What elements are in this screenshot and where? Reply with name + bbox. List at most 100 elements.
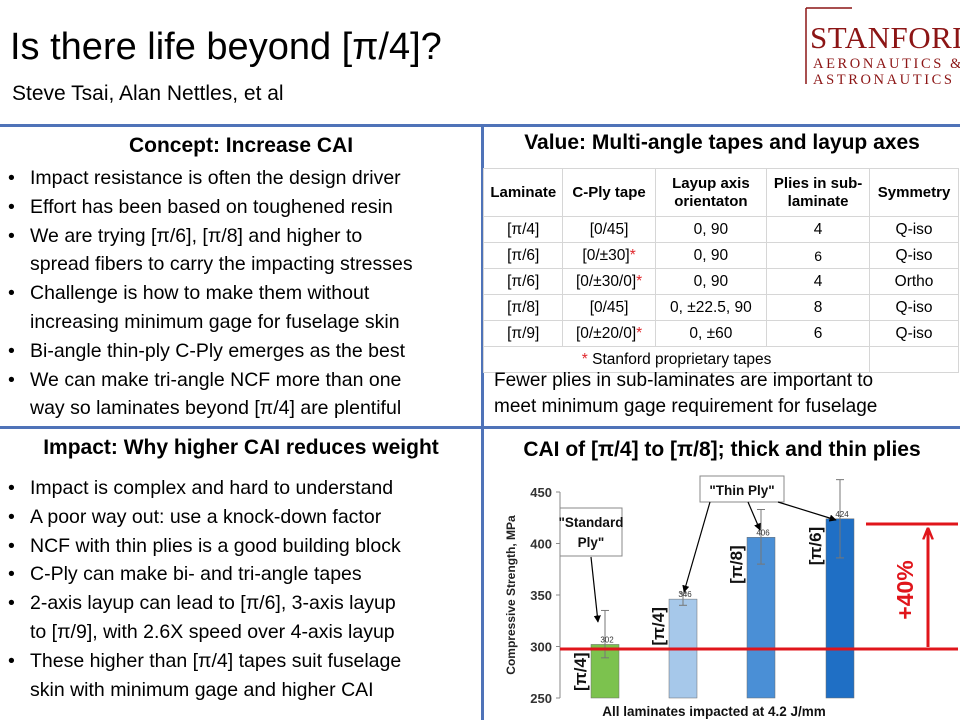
column-header: Plies in sub-laminate: [766, 168, 871, 217]
list-item: A poor way out: use a knock-down factor: [0, 503, 478, 532]
list-item: spread fibers to carry the impacting str…: [30, 253, 413, 276]
y-tick-label: 450: [530, 485, 552, 500]
y-tick-label: 350: [530, 588, 552, 603]
cell-tape: [0/45]: [562, 294, 656, 321]
list-item: way so laminates beyond [π/4] are plenti…: [30, 397, 402, 420]
cell-axis: 0, 90: [654, 268, 768, 295]
cell-tape: [0/±30/0]*: [562, 268, 656, 295]
callout-arrow: [777, 501, 837, 522]
table-row: [π/6] [0/±30]* 0, 90 6 Q-iso: [482, 242, 959, 269]
column-header: Layup axis orientaton: [654, 168, 768, 217]
cell-plies: 6: [766, 242, 871, 269]
value-note-line: Fewer plies in sub-laminates are importa…: [494, 370, 874, 391]
table-row: [π/8] [0/45] 0, ±22.5, 90 8 Q-iso: [482, 294, 959, 321]
data-label: 406: [756, 528, 770, 537]
column-header: Symmetry: [869, 168, 959, 217]
list-item: We can make tri-angle NCF more than one: [0, 366, 478, 395]
cell-plies: 4: [766, 216, 871, 243]
stanford-logo: STANFORD AERONAUTICS & ASTRONAUTICS: [788, 0, 960, 90]
cell-symmetry: Q-iso: [869, 320, 959, 347]
cell-laminate: [π/8]: [482, 294, 564, 321]
cell-plies: 6: [766, 320, 871, 347]
y-tick-label: 250: [530, 691, 552, 706]
page-title: Is there life beyond [π/4]?: [10, 26, 442, 68]
callout-arrow: [747, 501, 761, 531]
cell-symmetry: Ortho: [869, 268, 959, 295]
cell-laminate: [π/4]: [482, 216, 564, 243]
callout-arrow: [590, 556, 601, 623]
list-item: C-Ply can make bi- and tri-angle tapes: [0, 560, 478, 589]
impact-bullets: Impact is complex and hard to understand…: [0, 474, 478, 704]
list-item: Effort has been based on toughened resin: [0, 193, 478, 222]
center-divider: [481, 124, 484, 720]
list-item: Impact is complex and hard to understand: [0, 474, 478, 503]
list-item: 2-axis layup can lead to [π/6], 3-axis l…: [0, 589, 478, 618]
data-label: 302: [600, 635, 614, 644]
list-item: Challenge is how to make them without: [0, 279, 478, 308]
callout-text: "Standard: [559, 515, 624, 530]
category-label: [π/4]: [649, 607, 668, 646]
list-item: to [π/9], with 2.6X speed over 4-axis la…: [30, 620, 395, 643]
cell-symmetry: Q-iso: [869, 216, 959, 243]
cai-chart: 250 300 350 400 450 Compressive Strength, MPa…: [504, 475, 958, 719]
value-note: Fewer plies in sub-laminates are importa…: [494, 368, 877, 420]
authors: Steve Tsai, Alan Nettles, et al: [12, 82, 284, 105]
list-item: Bi-angle thin-ply C-Ply emerges as the b…: [0, 337, 478, 366]
laminate-table: Laminate C-Ply tape Layup axis orientato…: [482, 168, 959, 373]
impact-heading: Impact: Why higher CAI reduces weight: [43, 436, 439, 459]
list-item: Impact resistance is often the design dr…: [0, 164, 478, 193]
cell-axis: 0, 90: [654, 242, 768, 269]
cell-laminate: [π/9]: [482, 320, 564, 347]
callout-text: Ply": [578, 535, 605, 550]
logo-subline-1: AERONAUTICS &: [813, 56, 960, 72]
column-header: C-Ply tape: [562, 168, 656, 217]
cell-plies: 4: [766, 268, 871, 295]
cai-heading: CAI of [π/4] to [π/8]; thick and thin pl…: [523, 438, 921, 461]
list-item: These higher than [π/4] tapes suit fusel…: [0, 647, 478, 676]
middle-divider: [0, 426, 960, 429]
value-heading: Value: Multi-angle tapes and layup axes: [524, 131, 920, 154]
cell-axis: 0, 90: [654, 216, 768, 243]
table-row: [π/4] [0/45] 0, 90 4 Q-iso: [482, 216, 959, 243]
callout-box: [559, 507, 623, 557]
cell-laminate: [π/6]: [482, 268, 564, 295]
callout-text: "Thin Ply": [709, 483, 774, 498]
cell-tape: [0/±20/0]*: [562, 320, 656, 347]
empty-cell: [869, 346, 959, 373]
callout-box: [699, 475, 785, 503]
cell-symmetry: Q-iso: [869, 242, 959, 269]
category-label: [π/6]: [806, 527, 825, 566]
cell-axis: 0, ±22.5, 90: [654, 294, 768, 321]
y-tick-label: 400: [530, 537, 552, 552]
cell-tape: [0/45]: [562, 216, 656, 243]
y-tick-label: 300: [530, 640, 552, 655]
concept-bullets: Impact resistance is often the design dr…: [0, 164, 478, 423]
column-header: Laminate: [482, 168, 564, 217]
concept-heading: Concept: Increase CAI: [128, 134, 354, 157]
data-label: 424: [835, 510, 849, 519]
list-item: skin with minimum gage and higher CAI: [30, 678, 374, 701]
table-row: [π/9] [0/±20/0]* 0, ±60 6 Q-iso: [482, 320, 959, 347]
data-label: 346: [678, 590, 692, 599]
cell-tape: [0/±30]*: [562, 242, 656, 269]
category-label: [π/8]: [727, 545, 746, 584]
list-item: NCF with thin plies is a good building b…: [0, 532, 478, 561]
y-axis-label: Compressive Strength, MPa: [504, 515, 518, 675]
cell-plies: 8: [766, 294, 871, 321]
logo-wordmark: STANFORD: [810, 20, 960, 55]
category-label: [π/4]: [571, 652, 590, 691]
callout-arrow: [682, 501, 711, 593]
top-divider: [0, 124, 960, 127]
logo-subline-2: ASTRONAUTICS: [813, 72, 955, 88]
cell-symmetry: Q-iso: [869, 294, 959, 321]
list-item: increasing minimum gage for fuselage ski…: [30, 310, 400, 333]
logo-frame: [805, 7, 852, 84]
x-axis-label: All laminates impacted at 4.2 J/mm: [602, 704, 826, 719]
gain-label: +40%: [892, 560, 918, 619]
table-footnote: * Stanford proprietary tapes: [482, 346, 871, 373]
value-note-line: meet minimum gage requirement for fusela…: [494, 396, 878, 417]
table-row: * Stanford proprietary tapes: [482, 346, 959, 373]
table-row: [π/6] [0/±30/0]* 0, 90 4 Ortho: [482, 268, 959, 295]
list-item: We are trying [π/6], [π/8] and higher to: [0, 222, 478, 251]
cell-axis: 0, ±60: [654, 320, 768, 347]
